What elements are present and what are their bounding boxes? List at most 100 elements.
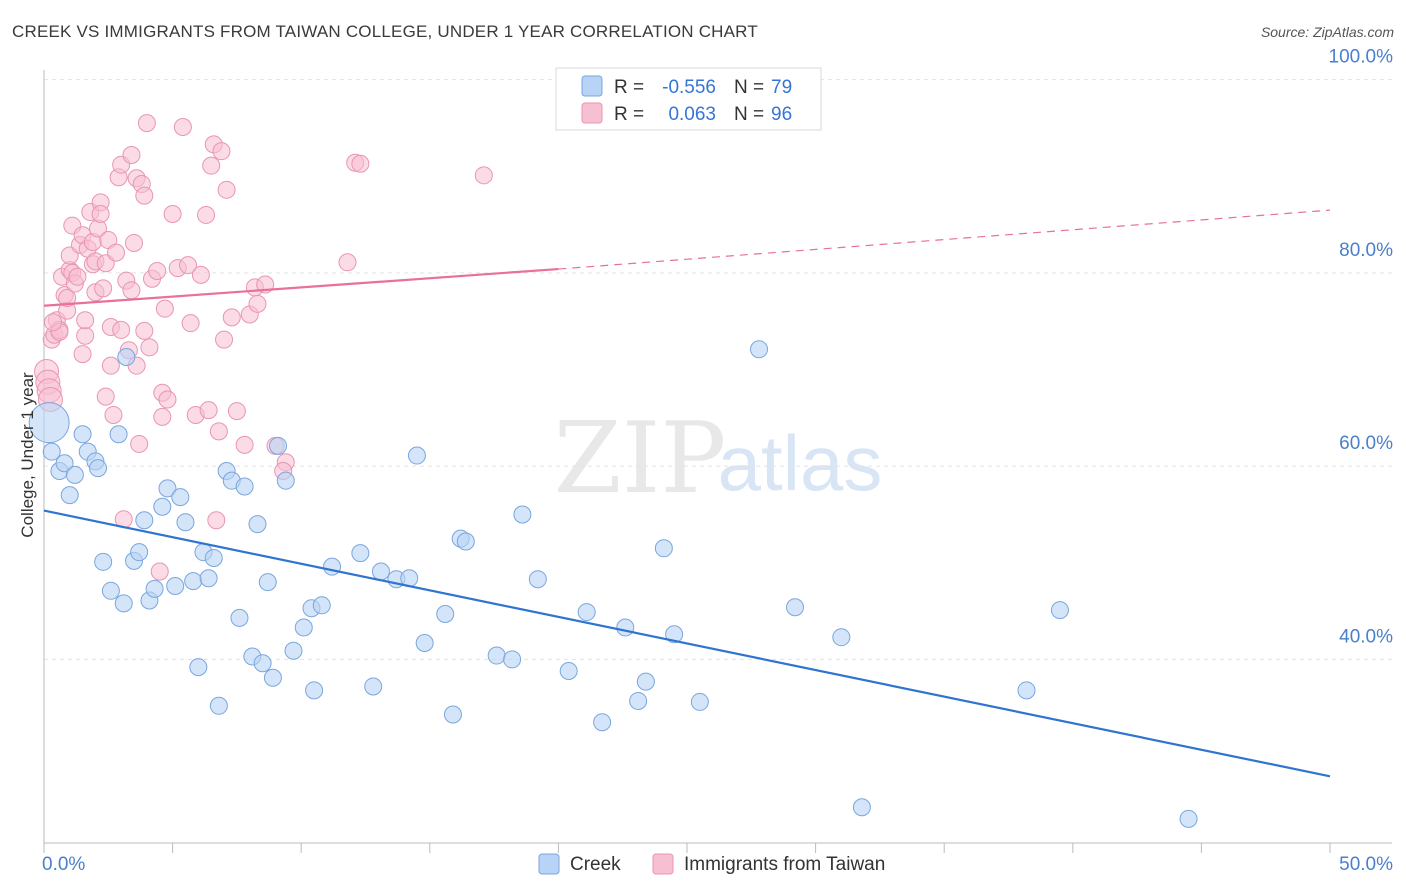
creek-point-54 [415, 633, 434, 652]
taiwan-point-23 [76, 311, 95, 330]
creek-point-40 [269, 436, 288, 455]
legend-taiwan-n-label: N = [734, 104, 764, 125]
creek-point-68 [636, 672, 655, 691]
creek-point-78 [1179, 809, 1198, 828]
y-tick-label-1: 60.0% [1339, 433, 1393, 454]
taiwan-point-69 [181, 314, 200, 333]
taiwan-point-22 [76, 326, 95, 345]
creek-point-13 [114, 594, 133, 613]
y-tick-label-3: 100.0% [1329, 47, 1394, 68]
taiwan-point-33 [94, 279, 113, 298]
creek-point-66 [616, 618, 635, 637]
taiwan-point-55 [135, 321, 154, 340]
taiwan-point-73 [199, 401, 218, 420]
taiwan-point-59 [148, 261, 167, 280]
creek-point-12 [109, 425, 128, 444]
creek-point-55 [436, 604, 455, 623]
tick-labels: 40.0% 60.0% 80.0% 100.0% 0.0% 50.0% [42, 47, 1393, 875]
creek-point-5 [65, 465, 84, 484]
x-tick-label-1: 50.0% [1339, 854, 1393, 875]
creek-point-46 [312, 596, 331, 615]
bottom-legend-swatch-creek [538, 853, 560, 875]
taiwan-point-71 [191, 265, 210, 284]
legend-taiwan-r-label: R = [614, 104, 644, 125]
y-tick-label-0: 40.0% [1339, 626, 1393, 647]
creek-trend-line [43, 509, 1331, 778]
creek-point-53 [407, 446, 426, 465]
creek-point-62 [528, 570, 547, 589]
creek-point-23 [171, 488, 190, 507]
taiwan-point-74 [202, 156, 221, 175]
taiwan-point-76 [207, 511, 226, 530]
creek-point-36 [248, 515, 267, 534]
creek-point-42 [284, 641, 303, 660]
series-taiwan-points [34, 114, 493, 581]
creek-point-6 [73, 425, 92, 444]
taiwan-point-77 [209, 422, 228, 441]
taiwan-point-78 [212, 142, 231, 161]
taiwan-point-81 [222, 308, 241, 327]
creek-point-39 [263, 668, 282, 687]
creek-point-0 [28, 402, 70, 444]
taiwan-point-52 [130, 434, 149, 453]
stats-legend: R = -0.556 N = 79 R = 0.063 N = 96 [555, 67, 822, 131]
creek-point-19 [145, 579, 164, 598]
bottom-legend-label-taiwan: Immigrants from Taiwan [684, 854, 885, 875]
creek-point-20 [153, 497, 172, 516]
creek-point-30 [209, 696, 228, 715]
taiwan-point-54 [135, 186, 154, 205]
creek-point-3 [55, 454, 74, 473]
legend-creek-r-label: R = [614, 77, 644, 98]
creek-point-22 [166, 576, 185, 595]
creek-point-73 [786, 598, 805, 617]
taiwan-point-48 [122, 281, 141, 300]
taiwan-point-34 [96, 387, 115, 406]
creek-point-37 [253, 654, 272, 673]
creek-point-63 [559, 662, 578, 681]
creek-point-61 [513, 505, 532, 524]
creek-point-71 [690, 692, 709, 711]
taiwan-trend-line [43, 267, 559, 307]
taiwan-point-82 [227, 402, 246, 421]
taiwan-point-93 [351, 154, 370, 173]
creek-point-16 [130, 543, 149, 562]
creek-point-38 [258, 573, 277, 592]
creek-point-29 [204, 548, 223, 567]
creek-point-4 [60, 486, 79, 505]
taiwan-point-56 [137, 114, 156, 133]
taiwan-trend-line-extension [558, 209, 1331, 270]
creek-point-74 [832, 628, 851, 647]
creek-point-70 [665, 625, 684, 644]
creek-point-60 [503, 650, 522, 669]
creek-point-64 [577, 603, 596, 622]
creek-point-9 [89, 459, 108, 478]
series-legend: Creek Immigrants from Taiwan [538, 853, 885, 875]
trend-lines [43, 209, 1331, 778]
taiwan-point-18 [68, 267, 87, 286]
creek-point-43 [294, 618, 313, 637]
legend-creek-n-value: 79 [771, 77, 792, 98]
taiwan-point-32 [91, 204, 110, 223]
creek-point-48 [351, 544, 370, 563]
taiwan-point-64 [158, 390, 177, 409]
taiwan-point-12 [58, 289, 77, 308]
creek-point-76 [1017, 681, 1036, 700]
creek-point-26 [189, 658, 208, 677]
creek-point-77 [1050, 601, 1069, 620]
taiwan-point-95 [44, 313, 63, 332]
taiwan-point-80 [217, 180, 236, 199]
taiwan-point-68 [179, 256, 198, 275]
creek-point-59 [487, 646, 506, 665]
taiwan-point-57 [140, 338, 159, 357]
taiwan-point-47 [122, 146, 141, 165]
creek-point-45 [305, 681, 324, 700]
bottom-legend-label-creek: Creek [570, 854, 621, 875]
taiwan-point-94 [474, 166, 493, 185]
x-tick-label-0: 0.0% [42, 854, 85, 875]
taiwan-point-40 [107, 243, 126, 262]
creek-point-10 [94, 552, 113, 571]
gridlines [44, 79, 1392, 660]
chart-source: Source: ZipAtlas.com [1260, 24, 1394, 40]
creek-point-75 [852, 798, 871, 817]
